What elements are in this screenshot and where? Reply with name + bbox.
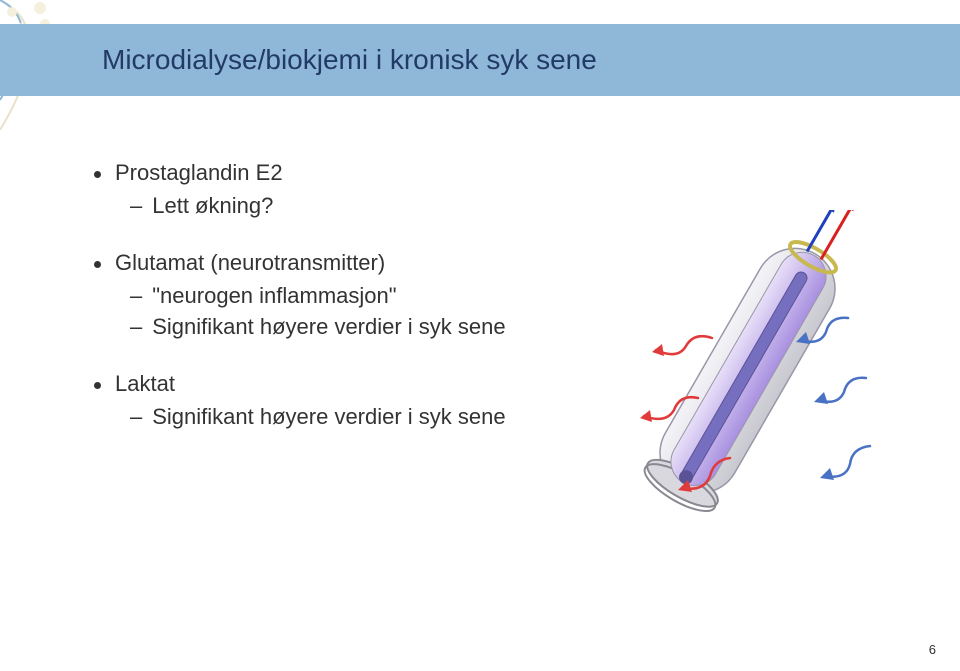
sub-label: Lett økning?	[152, 192, 273, 220]
bullet-group-3: Laktat – Signifikant høyere verdier i sy…	[94, 371, 554, 431]
sub-label: Signifikant høyere verdier i syk sene	[152, 313, 505, 341]
bullet-dot-icon	[94, 382, 101, 389]
dash-icon: –	[130, 282, 142, 310]
page-number: 6	[929, 642, 936, 657]
title-bar: Microdialyse/biokjemi i kronisk syk sene	[0, 24, 960, 96]
bullet-group-2: Glutamat (neurotransmitter) – "neurogen …	[94, 250, 554, 341]
bullet-dot-icon	[94, 261, 101, 268]
content-area: Prostaglandin E2 – Lett økning? Glutamat…	[94, 160, 554, 460]
dash-icon: –	[130, 313, 142, 341]
dash-icon: –	[130, 403, 142, 431]
bullet-glutamat: Glutamat (neurotransmitter)	[94, 250, 554, 276]
bullet-prostaglandin: Prostaglandin E2	[94, 160, 554, 186]
bullet-group-1: Prostaglandin E2 – Lett økning?	[94, 160, 554, 220]
bullet-label: Prostaglandin E2	[115, 160, 283, 186]
sub-bullet: – "neurogen inflammasjon"	[130, 282, 554, 310]
microdialysis-probe-diagram	[580, 210, 910, 540]
bullet-dot-icon	[94, 171, 101, 178]
sub-bullet: – Signifikant høyere verdier i syk sene	[130, 313, 554, 341]
bullet-laktat: Laktat	[94, 371, 554, 397]
bullet-label: Glutamat (neurotransmitter)	[115, 250, 385, 276]
sub-bullet: – Lett økning?	[130, 192, 554, 220]
bullet-label: Laktat	[115, 371, 175, 397]
dash-icon: –	[130, 192, 142, 220]
sub-label: "neurogen inflammasjon"	[152, 282, 396, 310]
page-title: Microdialyse/biokjemi i kronisk syk sene	[102, 44, 597, 76]
sub-label: Signifikant høyere verdier i syk sene	[152, 403, 505, 431]
sub-bullet: – Signifikant høyere verdier i syk sene	[130, 403, 554, 431]
